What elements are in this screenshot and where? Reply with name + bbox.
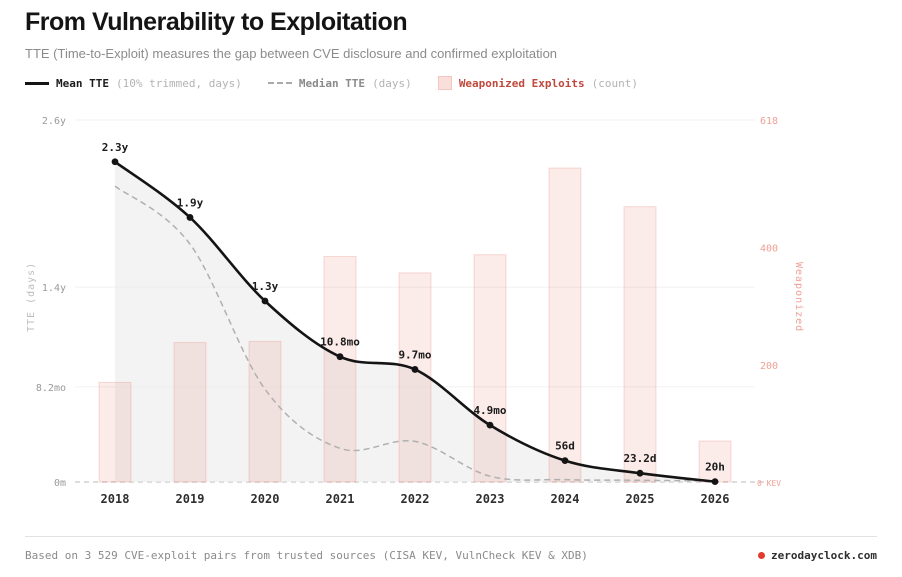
svg-text:2020: 2020 — [251, 492, 280, 506]
bar-2024 — [548, 167, 582, 483]
svg-text:8.2mo: 8.2mo — [36, 383, 66, 394]
svg-text:2023: 2023 — [476, 492, 505, 506]
page-title: From Vulnerability to Exploitation — [25, 8, 408, 36]
mean-line — [113, 160, 717, 483]
brand-dot-icon — [758, 552, 766, 559]
svg-text:20h: 20h — [705, 461, 725, 474]
svg-text:23.2d: 23.2d — [623, 452, 656, 465]
bar-2022 — [398, 272, 432, 483]
svg-text:200: 200 — [760, 361, 778, 372]
svg-text:10.8mo: 10.8mo — [320, 336, 360, 349]
bar-2021 — [323, 255, 357, 483]
bar-2023 — [473, 254, 507, 483]
svg-text:0m: 0m — [54, 478, 66, 489]
legend-label: Median TTE — [298, 76, 366, 90]
x-axis-labels: 2018 2019 2020 2021 2022 2023 2024 2025 2026 — [101, 492, 730, 506]
svg-text:1.9y: 1.9y — [177, 196, 204, 209]
svg-text:2024: 2024 — [551, 492, 580, 506]
svg-text:400: 400 — [760, 244, 778, 255]
right-axis-title: Weaponized — [793, 262, 804, 332]
svg-text:2025: 2025 — [626, 492, 655, 506]
svg-text:2018: 2018 — [101, 492, 130, 506]
mean-line-swatch-icon — [25, 81, 49, 85]
legend-note: (10% trimmed, days) — [115, 76, 242, 90]
svg-text:9.7mo: 9.7mo — [398, 348, 431, 361]
svg-text:2.3y: 2.3y — [102, 141, 129, 154]
svg-text:1.4y: 1.4y — [42, 283, 66, 294]
bar-2026 — [698, 440, 732, 483]
bar-2019 — [173, 342, 207, 483]
chart-header: From Vulnerability to Exploitation TTE (… — [25, 8, 877, 90]
svg-text:0 KEV: 0 KEV — [757, 479, 781, 488]
brand-link[interactable]: zerodayclock.com — [758, 549, 877, 562]
bar-swatch-icon — [437, 76, 452, 90]
svg-text:56d: 56d — [555, 440, 575, 453]
chart-footer: Based on 3 529 CVE-exploit pairs from tr… — [25, 536, 877, 562]
mean-points — [111, 158, 719, 486]
svg-text:2026: 2026 — [701, 492, 730, 506]
svg-text:2.6y: 2.6y — [42, 116, 66, 127]
svg-text:4.9mo: 4.9mo — [473, 404, 506, 417]
left-axis-title: TTE (days) — [26, 262, 37, 332]
legend-label: Mean TTE — [56, 76, 109, 90]
legend-note: (count) — [591, 76, 639, 90]
legend-item-median-tte[interactable]: Median TTE (days) — [267, 76, 412, 90]
page-subtitle: TTE (Time-to-Exploit) measures the gap b… — [25, 46, 558, 61]
median-line — [114, 185, 716, 482]
left-axis-ticks: 2.6y 1.4y 8.2mo 0m — [36, 116, 66, 489]
point-annotations: 2.3y 1.9y 1.3y 10.8mo 9.7mo 4.9mo 56d 23.2d 20h — [102, 141, 725, 474]
chart-legend: Mean TTE (10% trimmed, days) Median TTE … — [25, 76, 877, 90]
legend-label: Weaponized Exploits — [458, 76, 585, 90]
svg-text:2019: 2019 — [176, 492, 205, 506]
legend-note: (days) — [372, 76, 412, 90]
svg-text:618: 618 — [760, 116, 778, 127]
bar-2020 — [248, 340, 282, 483]
svg-text:1.3y: 1.3y — [252, 280, 279, 293]
right-axis-ticks: 618 400 200 0 KEV — [757, 116, 781, 488]
legend-item-weaponized-exploits[interactable]: Weaponized Exploits (count) — [437, 76, 639, 90]
weaponized-bars — [98, 167, 732, 483]
data-source-note: Based on 3 529 CVE-exploit pairs from tr… — [25, 549, 588, 562]
bar-2018 — [98, 381, 132, 483]
brand-label: zerodayclock.com — [771, 549, 877, 562]
median-line-swatch-icon — [267, 82, 292, 84]
mean-area — [115, 161, 715, 482]
svg-text:2021: 2021 — [326, 492, 355, 506]
svg-text:TTE (days): TTE (days) — [26, 262, 37, 332]
svg-text:Weaponized: Weaponized — [793, 262, 804, 332]
legend-item-mean-tte[interactable]: Mean TTE (10% trimmed, days) — [25, 77, 242, 90]
svg-text:2022: 2022 — [401, 492, 430, 506]
bar-2025 — [623, 206, 657, 483]
